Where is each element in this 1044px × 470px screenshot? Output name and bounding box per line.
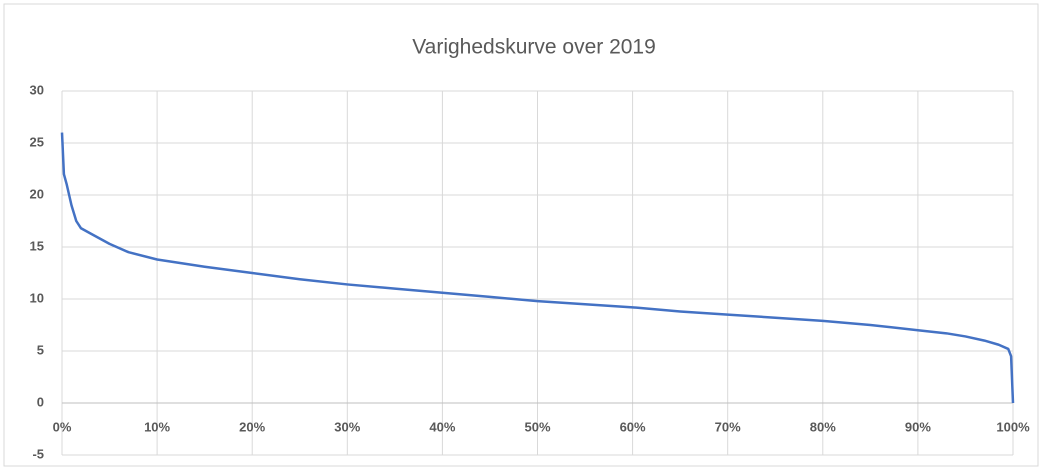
y-tick-label: 25	[30, 134, 44, 149]
x-tick-label: 50%	[524, 419, 550, 434]
x-tick-label: 70%	[715, 419, 741, 434]
x-tick-label: 10%	[144, 419, 170, 434]
chart-border	[3, 3, 1039, 467]
x-tick-label: 80%	[810, 419, 836, 434]
x-tick-label: 0%	[53, 419, 72, 434]
chart-title: Varighedskurve over 2019	[412, 36, 656, 59]
x-tick-label: 90%	[905, 419, 931, 434]
x-tick-label: 20%	[239, 419, 265, 434]
data-line	[60, 132, 1015, 404]
x-tick-label: 60%	[620, 419, 646, 434]
y-tick-label: 5	[37, 342, 44, 357]
x-tick-label: 40%	[429, 419, 455, 434]
x-tick-label: 100%	[996, 419, 1030, 434]
y-tick-label: -5	[32, 446, 44, 461]
y-tick-label: 15	[30, 238, 44, 253]
y-tick-label: 20	[30, 186, 44, 201]
y-tick-label: 10	[30, 290, 44, 305]
y-tick-label: 30	[30, 82, 44, 97]
y-tick-label: 0	[37, 394, 44, 409]
x-tick-label: 30%	[334, 419, 360, 434]
